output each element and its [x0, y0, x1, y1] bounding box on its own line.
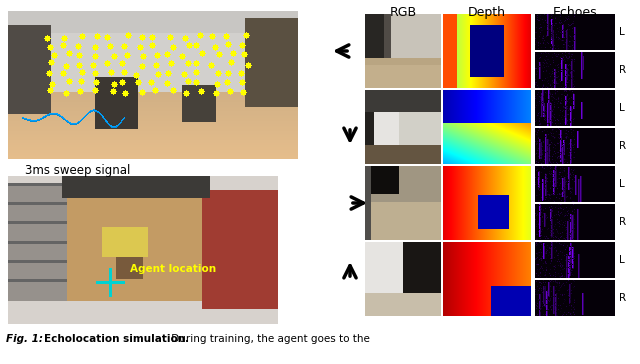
Text: RGB: RGB	[389, 6, 417, 19]
Text: Echoes: Echoes	[553, 6, 597, 19]
Text: Fig. 1:: Fig. 1:	[6, 334, 47, 344]
Text: Agent location: Agent location	[130, 264, 216, 274]
Text: R: R	[619, 217, 626, 227]
Text: L: L	[619, 103, 625, 113]
Text: R: R	[619, 65, 626, 75]
Text: L: L	[619, 255, 625, 265]
Text: 3ms sweep signal: 3ms sweep signal	[26, 164, 131, 177]
Text: During training, the agent goes to the: During training, the agent goes to the	[168, 334, 370, 344]
Text: L: L	[619, 27, 625, 37]
Text: R: R	[619, 293, 626, 303]
Text: L: L	[619, 179, 625, 189]
Text: Depth: Depth	[468, 6, 506, 19]
Text: Echolocation simulation.: Echolocation simulation.	[44, 334, 189, 344]
Text: R: R	[619, 141, 626, 151]
